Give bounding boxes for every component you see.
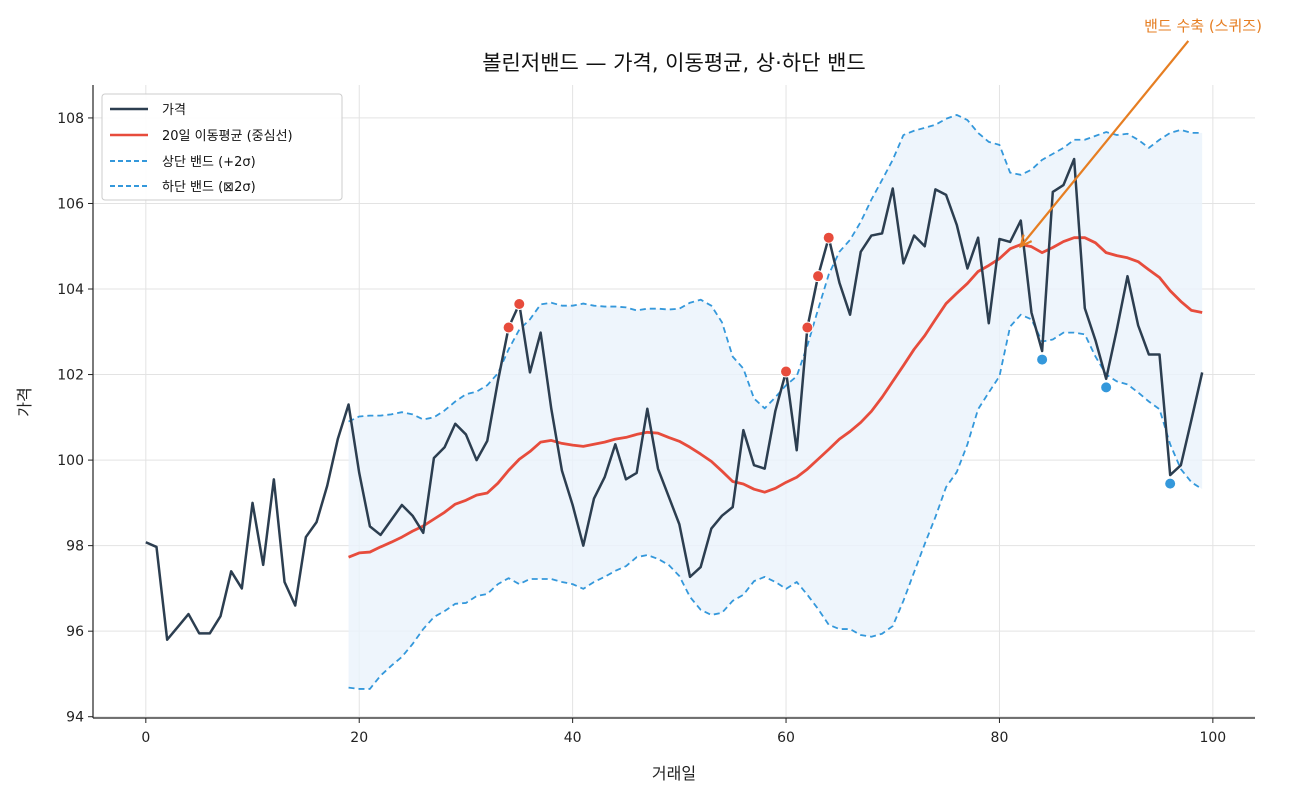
- y-tick-label: 102: [57, 368, 84, 384]
- squeeze-annotation: 밴드 수축 (스퀴즈): [1019, 17, 1262, 249]
- y-tick-label: 104: [57, 282, 84, 298]
- lower-break-marker: [1164, 477, 1177, 490]
- arrow-head-icon: [1019, 234, 1033, 249]
- x-tick-label: 0: [141, 730, 150, 746]
- lower-break-marker: [1036, 353, 1049, 366]
- upper-break-marker: [812, 270, 825, 283]
- y-tick-label: 98: [66, 539, 84, 555]
- lower-band-line: [348, 313, 1203, 690]
- annotation-arrow: [1019, 40, 1190, 247]
- upper-break-marker: [513, 297, 526, 310]
- upper-break-marker: [801, 321, 814, 334]
- break-markers: [502, 231, 1177, 490]
- x-tick-label: 20: [350, 730, 368, 746]
- upper-break-marker: [502, 321, 515, 334]
- legend-label-lower: 하단 밴드 (⊠2σ): [162, 180, 256, 195]
- x-tick-label: 60: [777, 730, 795, 746]
- moving-average-line: [348, 236, 1203, 559]
- axes: 0 20 40 60 80 100 94 96 98 100 102 104 106 108: [57, 85, 1255, 746]
- x-axis-label: 거래일: [652, 764, 696, 783]
- x-tick-label: 80: [991, 730, 1009, 746]
- y-tick-label: 108: [57, 111, 84, 127]
- price-line: [145, 157, 1204, 641]
- legend-label-upper: 상단 밴드 (+2σ): [162, 155, 256, 170]
- chart-title: 볼린저밴드 — 가격, 이동평균, 상·하단 밴드: [482, 51, 866, 75]
- series-lines: [145, 114, 1204, 690]
- y-tick-label: 94: [66, 710, 84, 726]
- y-tick-label: 100: [57, 453, 84, 469]
- upper-band-line: [348, 114, 1203, 423]
- y-tick-label: 106: [57, 196, 84, 212]
- upper-break-marker: [822, 231, 835, 244]
- legend-label-ma: 20일 이동평균 (중심선): [162, 129, 293, 144]
- y-tick-label: 96: [66, 624, 84, 640]
- x-tick-label: 40: [564, 730, 582, 746]
- upper-break-marker: [780, 365, 793, 378]
- lower-break-marker: [1100, 381, 1113, 394]
- legend: 가격 20일 이동평균 (중심선) 상단 밴드 (+2σ) 하단 밴드 (⊠2σ…: [101, 93, 343, 201]
- x-tick-label: 100: [1199, 730, 1226, 746]
- annotation-text: 밴드 수축 (스퀴즈): [1144, 17, 1262, 35]
- legend-label-price: 가격: [162, 103, 186, 118]
- band-fill-area: [348, 114, 1203, 689]
- y-axis-label: 가격: [15, 387, 34, 416]
